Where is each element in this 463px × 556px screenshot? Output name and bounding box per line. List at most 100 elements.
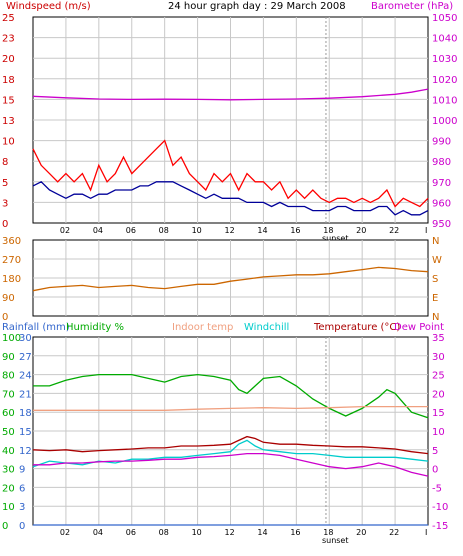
series-line-barometer <box>32 88 429 101</box>
barometer-tick-label: 1040 <box>432 34 457 45</box>
barometer-tick-label: 1030 <box>432 54 457 65</box>
direction-tick-label: 270 <box>2 255 21 266</box>
compass-tick-label: N <box>432 312 439 323</box>
hour-tick-label: 18 <box>323 528 333 537</box>
barometer-tick-label: 1050 <box>432 13 457 24</box>
rainfall-tick-label: 6 <box>19 483 25 494</box>
temperature-tick-label: 10 <box>432 427 445 438</box>
temperature-legend: Temperature (°C) <box>313 322 400 333</box>
hour-tick-label: 06 <box>126 528 136 537</box>
hour-tick-label: 16 <box>290 528 300 537</box>
rainfall-tick-label: 18 <box>19 408 32 419</box>
rainfall-tick-label: 0 <box>19 521 25 532</box>
temperature-tick-label: -5 <box>432 483 442 494</box>
windspeed-tick-label: 20 <box>2 54 15 65</box>
barometer-tick-label: 1000 <box>432 116 457 127</box>
compass-tick-label: W <box>432 255 442 266</box>
hour-tick-label: 22 <box>389 226 399 235</box>
windspeed-axis-title: Windspeed (m/s) <box>6 1 91 12</box>
humidity-tick-label: 70 <box>2 389 15 400</box>
humidity-tick-label: 30 <box>2 465 15 476</box>
compass-tick-label: S <box>432 274 438 285</box>
hour-tick-label: 08 <box>159 528 169 537</box>
humidity-tick-label: 40 <box>2 446 15 457</box>
end-tick-label: I <box>425 226 427 235</box>
hour-tick-label: 18 <box>323 226 333 235</box>
windspeed-tick-label: 18 <box>2 75 15 86</box>
windspeed-tick-label: 10 <box>2 137 15 148</box>
windspeed-tick-label: 15 <box>2 95 15 106</box>
rainfall-tick-label: 12 <box>19 446 32 457</box>
barometer-tick-label: 960 <box>432 198 451 209</box>
hour-tick-label: 10 <box>192 528 202 537</box>
humidity-tick-label: 100 <box>2 333 21 344</box>
rainfall-tick-label: 30 <box>19 333 32 344</box>
hour-tick-label: 12 <box>225 528 235 537</box>
series-line-gust <box>32 139 429 208</box>
hour-tick-label: 16 <box>290 226 300 235</box>
direction-tick-label: 360 <box>2 236 21 247</box>
windspeed-tick-label: 13 <box>2 116 15 127</box>
barometer-tick-label: 1020 <box>432 75 457 86</box>
hour-tick-label: 20 <box>356 226 366 235</box>
series-line-temperature <box>32 435 429 455</box>
humidity-tick-label: 50 <box>2 427 15 438</box>
hour-tick-label: 04 <box>93 528 103 537</box>
temperature-tick-label: -15 <box>432 521 448 532</box>
hour-tick-label: 12 <box>225 226 235 235</box>
dewpoint-legend: Dew Point <box>394 322 444 333</box>
series-line-humidity <box>33 373 429 419</box>
temperature-tick-label: -10 <box>432 502 448 513</box>
hour-tick-label: 04 <box>93 226 103 235</box>
hour-tick-label: 02 <box>60 528 70 537</box>
barometer-tick-label: 950 <box>432 219 451 230</box>
windspeed-tick-label: 0 <box>2 219 8 230</box>
hour-tick-label: 08 <box>159 226 169 235</box>
humidity-legend: Humidity % <box>66 322 124 333</box>
temperature-panel: 02 04 06 08 10 12 14 16 18 20 22 Isunset01020304050… <box>2 333 448 545</box>
sunset-label: sunset <box>322 234 349 243</box>
hour-tick-label: 02 <box>60 226 70 235</box>
hour-tick-label: 10 <box>192 226 202 235</box>
temperature-tick-label: 30 <box>432 352 445 363</box>
series-line-dew-point <box>33 452 429 477</box>
windspeed-tick-label: 25 <box>2 13 15 24</box>
barometer-axis-title: Barometer (hPa) <box>371 1 453 12</box>
temperature-tick-label: 25 <box>432 371 445 382</box>
end-tick-label: I <box>425 528 427 537</box>
rainfall-tick-label: 27 <box>19 352 32 363</box>
humidity-tick-label: 20 <box>2 483 15 494</box>
barometer-tick-label: 1010 <box>432 95 457 106</box>
hour-tick-label: 14 <box>257 226 267 235</box>
compass-tick-label: E <box>432 293 438 304</box>
temperature-tick-label: 20 <box>432 389 445 400</box>
barometer-tick-label: 980 <box>432 157 451 168</box>
series-line-average <box>32 181 429 216</box>
hour-tick-label: 22 <box>389 528 399 537</box>
windchill-legend: Windchill <box>244 322 289 333</box>
series-line-direction <box>32 266 429 292</box>
rainfall-tick-label: 24 <box>19 371 32 382</box>
rainfall-tick-label: 15 <box>19 427 32 438</box>
windspeed-tick-label: 5 <box>2 178 8 189</box>
windspeed-tick-label: 23 <box>2 34 15 45</box>
rainfall-tick-label: 9 <box>19 465 25 476</box>
direction-tick-label: 180 <box>2 274 21 285</box>
temperature-tick-label: 35 <box>432 333 445 344</box>
barometer-tick-label: 970 <box>432 178 451 189</box>
temperature-tick-label: 5 <box>432 446 438 457</box>
direction-tick-label: 90 <box>2 293 15 304</box>
humidity-tick-label: 0 <box>2 521 8 532</box>
temperature-tick-label: 15 <box>432 408 445 419</box>
rainfall-tick-label: 3 <box>19 502 25 513</box>
hour-tick-label: 06 <box>126 226 136 235</box>
hour-tick-label: 14 <box>257 528 267 537</box>
windspeed-tick-label: 8 <box>2 157 8 168</box>
hour-tick-label: 20 <box>356 528 366 537</box>
direction-tick-label: 0 <box>2 312 8 323</box>
humidity-tick-label: 10 <box>2 502 15 513</box>
series-line-indoor-temp <box>33 405 428 411</box>
